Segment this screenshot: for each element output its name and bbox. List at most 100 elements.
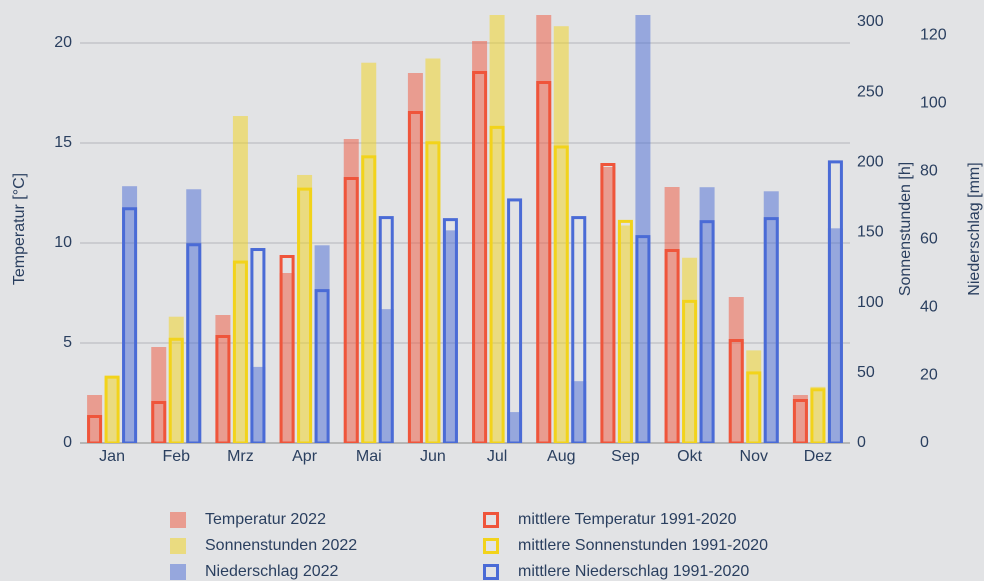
bars [87, 15, 843, 443]
y3-axis-title: Niederschlag [mm] [966, 162, 983, 295]
bar [314, 245, 330, 443]
bar-outline [279, 255, 295, 443]
bar-outline [571, 216, 587, 443]
bar-outline [104, 375, 120, 443]
bar [553, 26, 569, 443]
bar [407, 73, 423, 443]
legend-label: Sonnenstunden 2022 [205, 537, 357, 554]
y3-tick-label: 120 [920, 27, 947, 44]
legend-label: Temperatur 2022 [205, 511, 326, 528]
bar-outline [699, 220, 715, 443]
y-tick-label: 15 [54, 134, 72, 151]
bar [250, 366, 266, 443]
y-tick-label: 20 [54, 34, 72, 51]
bar-outline [792, 399, 808, 443]
labels: 0510152005010015020025030002040608010012… [54, 13, 947, 580]
bar [699, 187, 715, 443]
bar-outline [87, 415, 103, 443]
bar [87, 395, 103, 443]
bar-outline [617, 219, 633, 443]
bar-outline [250, 248, 266, 443]
bar [186, 189, 202, 443]
x-tick-label: Nov [740, 448, 768, 465]
bar [571, 381, 587, 443]
bar [536, 15, 552, 443]
legend-label: mittlere Temperatur 1991-2020 [518, 511, 737, 528]
x-tick-label: Feb [162, 448, 190, 465]
bar-outline [425, 141, 441, 443]
bar-outline [810, 388, 826, 443]
y2-tick-label: 300 [857, 13, 884, 30]
bar-outline [536, 81, 552, 443]
bar [792, 395, 808, 443]
bar-outline [600, 163, 616, 443]
x-tick-label: Mrz [227, 448, 254, 465]
x-tick-label: Okt [677, 448, 702, 465]
y3-tick-label: 20 [920, 366, 938, 383]
legend-swatch [483, 564, 499, 580]
y3-tick-label: 0 [920, 434, 929, 451]
bar [728, 297, 744, 443]
y3-tick-label: 60 [920, 230, 938, 247]
x-tick-label: Jan [99, 448, 125, 465]
bar-outline [472, 71, 488, 443]
legend-swatch [170, 512, 186, 528]
bar-outline [122, 207, 138, 443]
y-tick-label: 10 [54, 234, 72, 251]
x-tick-label: Jun [420, 448, 446, 465]
bar [279, 273, 295, 443]
bar-outline [314, 289, 330, 443]
bar [232, 116, 248, 443]
x-tick-label: Apr [292, 448, 318, 465]
bar-outline [635, 235, 651, 443]
legend-label: Niederschlag 2022 [205, 563, 339, 580]
bar-outline [215, 335, 231, 443]
legend-label: mittlere Sonnenstunden 1991-2020 [518, 537, 768, 554]
y2-tick-label: 200 [857, 154, 884, 171]
bar-outline [297, 187, 313, 443]
y2-tick-label: 250 [857, 83, 884, 100]
bar-outline [827, 160, 843, 443]
bar-outline [407, 111, 423, 443]
bar-outline [151, 401, 167, 443]
bar-outline [378, 216, 394, 443]
bar [617, 225, 633, 443]
bar [151, 347, 167, 443]
bar-outline [232, 260, 248, 443]
x-tick-label: Sep [611, 448, 640, 465]
y3-tick-label: 80 [920, 162, 938, 179]
y-axis-title: Temperatur [°C] [11, 173, 28, 285]
y3-tick-label: 40 [920, 298, 938, 315]
y2-axis-title: Sonnenstunden [h] [897, 162, 914, 296]
y-tick-label: 0 [63, 434, 72, 451]
legend-swatch [170, 564, 186, 580]
bar-outline [343, 177, 359, 443]
bar-outline [682, 299, 698, 443]
bar [297, 174, 313, 443]
legend-swatch [483, 538, 499, 554]
x-tick-label: Aug [547, 448, 575, 465]
bar [122, 186, 138, 443]
y2-tick-label: 100 [857, 294, 884, 311]
bar-outline [361, 155, 377, 443]
legend-swatch [483, 512, 499, 528]
bar [827, 228, 843, 443]
bar [442, 230, 458, 443]
bar [489, 15, 505, 443]
bar [600, 167, 616, 443]
bar [810, 386, 826, 443]
bar [168, 316, 184, 443]
bar [378, 309, 394, 443]
legend-label: mittlere Niederschlag 1991-2020 [518, 563, 749, 580]
bar [215, 315, 231, 443]
bar-outline [746, 371, 762, 443]
bar-outline [664, 249, 680, 443]
bar-outline [507, 198, 523, 443]
bar [425, 58, 441, 443]
bar [763, 191, 779, 443]
y2-tick-label: 150 [857, 224, 884, 241]
bar [635, 15, 651, 443]
y2-tick-label: 50 [857, 364, 875, 381]
bar-outline [553, 145, 569, 443]
